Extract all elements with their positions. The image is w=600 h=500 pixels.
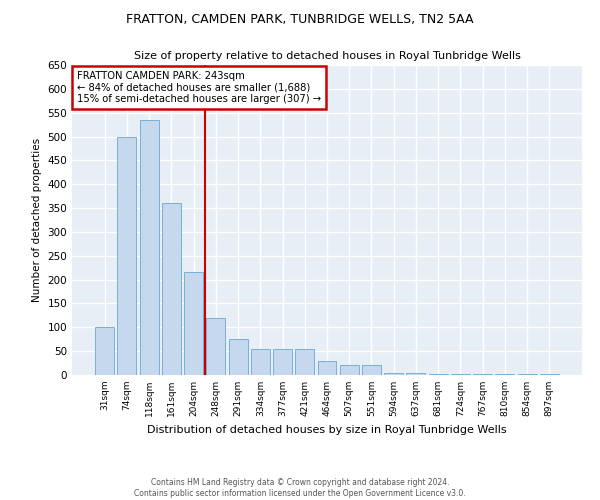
- Bar: [473, 374, 492, 375]
- Bar: [340, 366, 359, 375]
- Bar: [406, 372, 425, 375]
- Bar: [429, 374, 448, 375]
- Text: FRATTON, CAMDEN PARK, TUNBRIDGE WELLS, TN2 5AA: FRATTON, CAMDEN PARK, TUNBRIDGE WELLS, T…: [126, 12, 474, 26]
- Bar: [518, 374, 536, 375]
- Bar: [251, 349, 270, 375]
- Y-axis label: Number of detached properties: Number of detached properties: [32, 138, 42, 302]
- Text: Contains HM Land Registry data © Crown copyright and database right 2024.
Contai: Contains HM Land Registry data © Crown c…: [134, 478, 466, 498]
- Bar: [118, 136, 136, 375]
- Bar: [184, 272, 203, 375]
- X-axis label: Distribution of detached houses by size in Royal Tunbridge Wells: Distribution of detached houses by size …: [147, 424, 507, 434]
- Bar: [496, 374, 514, 375]
- Bar: [540, 374, 559, 375]
- Bar: [317, 360, 337, 375]
- Bar: [140, 120, 158, 375]
- Bar: [162, 204, 181, 375]
- Bar: [362, 366, 381, 375]
- Bar: [95, 328, 114, 375]
- Bar: [451, 374, 470, 375]
- Title: Size of property relative to detached houses in Royal Tunbridge Wells: Size of property relative to detached ho…: [134, 52, 520, 62]
- Bar: [206, 318, 225, 375]
- Bar: [295, 349, 314, 375]
- Bar: [384, 372, 403, 375]
- Text: FRATTON CAMDEN PARK: 243sqm
← 84% of detached houses are smaller (1,688)
15% of : FRATTON CAMDEN PARK: 243sqm ← 84% of det…: [77, 71, 321, 104]
- Bar: [229, 339, 248, 375]
- Bar: [273, 349, 292, 375]
